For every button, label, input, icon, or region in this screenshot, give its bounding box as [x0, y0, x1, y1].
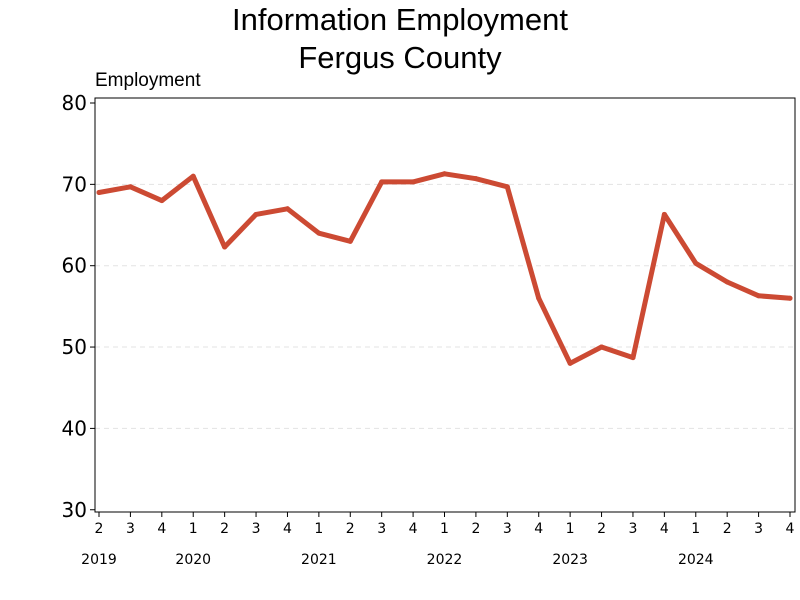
- plot-frame: [94, 97, 796, 513]
- data-point: [536, 295, 542, 301]
- x-tick-label: 1: [691, 521, 700, 537]
- x-year-label: 2019: [81, 552, 117, 568]
- data-point: [442, 171, 447, 177]
- x-tick-label: 2: [346, 521, 355, 537]
- x-year-label: 2022: [427, 552, 463, 568]
- y-axis: 30 40 50 60 70 80: [62, 91, 95, 522]
- x-tick-label: 4: [283, 521, 292, 537]
- data-point: [284, 206, 290, 212]
- x-tick-label: 4: [660, 521, 669, 537]
- x-tick-label: 1: [566, 521, 575, 537]
- data-point: [316, 230, 322, 236]
- data-point: [724, 279, 730, 285]
- x-tick-label: 1: [314, 521, 323, 537]
- data-point: [253, 211, 259, 217]
- employment-series-line: [96, 171, 793, 366]
- data-point: [347, 238, 353, 244]
- data-point: [630, 355, 636, 361]
- data-point: [127, 184, 133, 190]
- data-point: [96, 189, 102, 195]
- y-tick-label: 30: [62, 498, 87, 522]
- chart-title-line-1: Information Employment: [232, 2, 568, 37]
- x-tick-label: 4: [786, 521, 795, 537]
- x-tick-label: 3: [503, 521, 512, 537]
- x-tick-label: 4: [534, 521, 543, 537]
- x-tick-label: 2: [597, 521, 606, 537]
- x-year-label: 2020: [175, 552, 211, 568]
- data-point: [599, 344, 605, 350]
- y-tick-label: 80: [62, 91, 87, 115]
- gridlines: [95, 183, 795, 429]
- chart-title-line-2: Fergus County: [298, 40, 502, 75]
- x-tick-label: 4: [409, 521, 418, 537]
- y-tick-label: 40: [62, 416, 87, 440]
- x-tick-label: 3: [252, 521, 261, 537]
- x-tick-label: 3: [754, 521, 763, 537]
- x-tick-label: 3: [377, 521, 386, 537]
- x-tick-label: 2: [220, 521, 229, 537]
- y-axis-label: Employment: [95, 70, 201, 91]
- x-tick-label: 2: [471, 521, 480, 537]
- x-tick-label: 1: [440, 521, 449, 537]
- series-layer: [96, 171, 793, 366]
- data-point: [504, 184, 510, 190]
- x-year-label: 2024: [678, 552, 714, 568]
- x-tick-label: 4: [157, 521, 166, 537]
- y-tick-label: 70: [62, 172, 87, 196]
- data-point: [756, 293, 762, 299]
- y-tick-label: 50: [62, 335, 87, 359]
- data-point: [567, 360, 573, 366]
- x-tick-label: 1: [189, 521, 198, 537]
- x-axis: 2 3 4 1 2 3 4 1 2 3 4 1 2 3 4 1 2 3 4 1 2 3 4 2019 2020 2021 2022 2…: [81, 512, 795, 568]
- x-year-label: 2021: [301, 552, 337, 568]
- data-point: [410, 179, 416, 185]
- data-point: [159, 198, 165, 204]
- x-year-label: 2023: [552, 552, 588, 568]
- y-tick-label: 60: [62, 254, 87, 278]
- x-tick-label: 3: [126, 521, 135, 537]
- x-tick-label: 2: [723, 521, 732, 537]
- data-point: [693, 260, 699, 266]
- x-tick-label: 2: [95, 521, 104, 537]
- data-point: [661, 211, 667, 217]
- data-point: [222, 244, 228, 250]
- x-tick-label: 3: [628, 521, 637, 537]
- data-point: [190, 173, 196, 179]
- data-point: [473, 176, 479, 182]
- data-point: [787, 295, 793, 301]
- data-point: [379, 179, 385, 185]
